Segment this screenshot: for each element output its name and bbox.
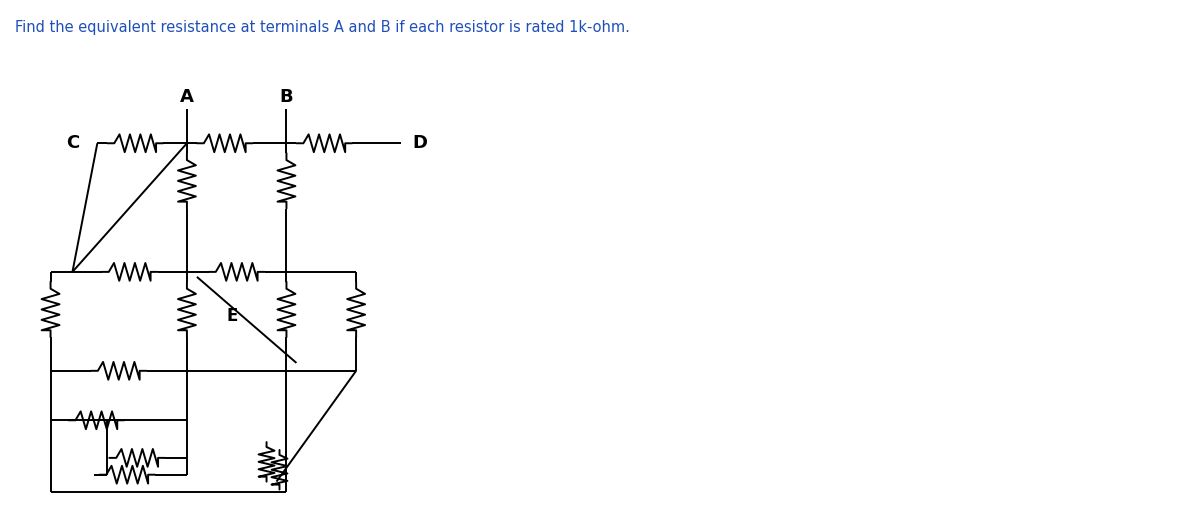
Text: D: D bbox=[413, 134, 428, 152]
Text: E: E bbox=[227, 307, 238, 325]
Text: B: B bbox=[280, 88, 293, 105]
Text: C: C bbox=[66, 134, 79, 152]
Text: Find the equivalent resistance at terminals A and B if each resistor is rated 1k: Find the equivalent resistance at termin… bbox=[14, 20, 630, 34]
Text: A: A bbox=[180, 88, 194, 105]
